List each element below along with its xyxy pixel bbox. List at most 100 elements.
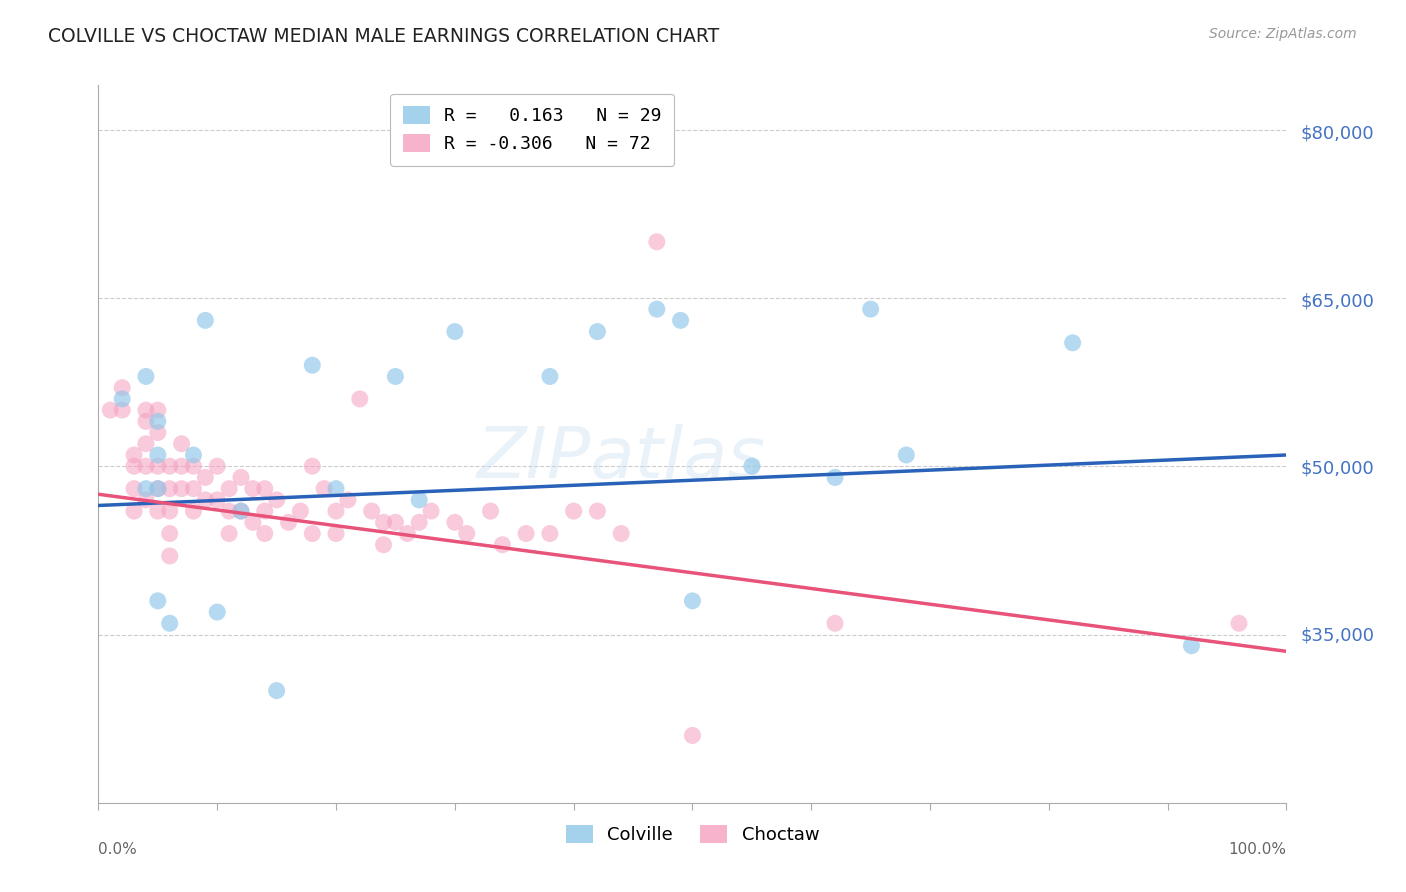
Point xyxy=(741,459,763,474)
Point xyxy=(159,459,181,474)
Point xyxy=(229,470,252,484)
Point xyxy=(824,616,846,631)
Point xyxy=(135,459,157,474)
Point xyxy=(146,482,169,496)
Point xyxy=(159,616,181,631)
Point xyxy=(349,392,371,406)
Point xyxy=(146,414,169,428)
Point xyxy=(111,403,134,417)
Point xyxy=(135,414,157,428)
Point xyxy=(538,369,561,384)
Point xyxy=(408,516,430,530)
Point xyxy=(420,504,443,518)
Point xyxy=(444,325,467,339)
Point xyxy=(396,526,419,541)
Point xyxy=(444,516,467,530)
Point xyxy=(135,436,157,450)
Point xyxy=(325,526,347,541)
Point xyxy=(266,492,288,507)
Point xyxy=(360,504,382,518)
Text: 100.0%: 100.0% xyxy=(1229,842,1286,857)
Point xyxy=(538,526,561,541)
Text: ZIPatlas: ZIPatlas xyxy=(477,424,766,492)
Point xyxy=(159,504,181,518)
Point xyxy=(122,459,145,474)
Point xyxy=(515,526,537,541)
Point xyxy=(266,683,288,698)
Point xyxy=(681,594,703,608)
Point xyxy=(218,504,240,518)
Point xyxy=(218,526,240,541)
Point xyxy=(146,482,169,496)
Text: COLVILLE VS CHOCTAW MEDIAN MALE EARNINGS CORRELATION CHART: COLVILLE VS CHOCTAW MEDIAN MALE EARNINGS… xyxy=(48,27,718,45)
Point xyxy=(146,403,169,417)
Point xyxy=(373,516,395,530)
Point xyxy=(183,482,205,496)
Point xyxy=(253,504,276,518)
Point xyxy=(159,482,181,496)
Point xyxy=(98,403,121,417)
Point xyxy=(146,594,169,608)
Point xyxy=(824,470,846,484)
Point xyxy=(159,526,181,541)
Point xyxy=(207,492,229,507)
Point xyxy=(301,358,323,372)
Point xyxy=(384,369,406,384)
Text: $35,000: $35,000 xyxy=(1301,626,1375,645)
Point xyxy=(373,538,395,552)
Point xyxy=(408,492,430,507)
Point xyxy=(645,302,668,317)
Point xyxy=(491,538,513,552)
Point xyxy=(242,516,264,530)
Legend: Colville, Choctaw: Colville, Choctaw xyxy=(555,814,830,855)
Point xyxy=(253,526,276,541)
Point xyxy=(122,504,145,518)
Point xyxy=(146,504,169,518)
Point xyxy=(253,482,276,496)
Point xyxy=(1180,639,1202,653)
Text: 0.0%: 0.0% xyxy=(98,842,138,857)
Point xyxy=(610,526,633,541)
Point xyxy=(122,448,145,462)
Point xyxy=(586,504,609,518)
Point xyxy=(146,448,169,462)
Point xyxy=(111,381,134,395)
Point xyxy=(135,403,157,417)
Point xyxy=(135,482,157,496)
Point xyxy=(207,459,229,474)
Point xyxy=(479,504,502,518)
Point xyxy=(135,369,157,384)
Point xyxy=(170,436,193,450)
Point xyxy=(207,605,229,619)
Point xyxy=(229,504,252,518)
Point xyxy=(277,516,299,530)
Point xyxy=(183,448,205,462)
Point xyxy=(194,313,217,327)
Point xyxy=(218,482,240,496)
Point xyxy=(859,302,882,317)
Point xyxy=(183,504,205,518)
Text: $80,000: $80,000 xyxy=(1301,125,1374,143)
Point xyxy=(1227,616,1250,631)
Point xyxy=(229,504,252,518)
Point xyxy=(242,482,264,496)
Point xyxy=(146,459,169,474)
Point xyxy=(325,482,347,496)
Point xyxy=(290,504,312,518)
Point xyxy=(314,482,336,496)
Point xyxy=(170,459,193,474)
Point xyxy=(562,504,585,518)
Point xyxy=(183,459,205,474)
Point xyxy=(645,235,668,249)
Point xyxy=(301,459,323,474)
Point xyxy=(384,516,406,530)
Point xyxy=(301,526,323,541)
Point xyxy=(1062,335,1084,350)
Point xyxy=(456,526,478,541)
Text: $50,000: $50,000 xyxy=(1301,459,1374,477)
Point xyxy=(681,729,703,743)
Point xyxy=(194,470,217,484)
Point xyxy=(146,425,169,440)
Point xyxy=(159,549,181,563)
Point xyxy=(325,504,347,518)
